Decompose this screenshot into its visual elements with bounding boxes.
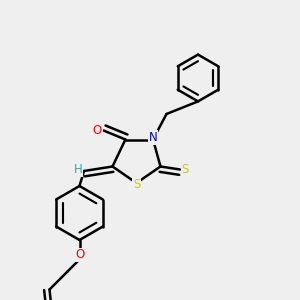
Text: O: O xyxy=(93,124,102,137)
Text: N: N xyxy=(148,130,158,144)
Text: S: S xyxy=(133,178,140,191)
Text: O: O xyxy=(75,248,84,262)
Text: S: S xyxy=(182,163,189,176)
Text: H: H xyxy=(74,163,82,176)
